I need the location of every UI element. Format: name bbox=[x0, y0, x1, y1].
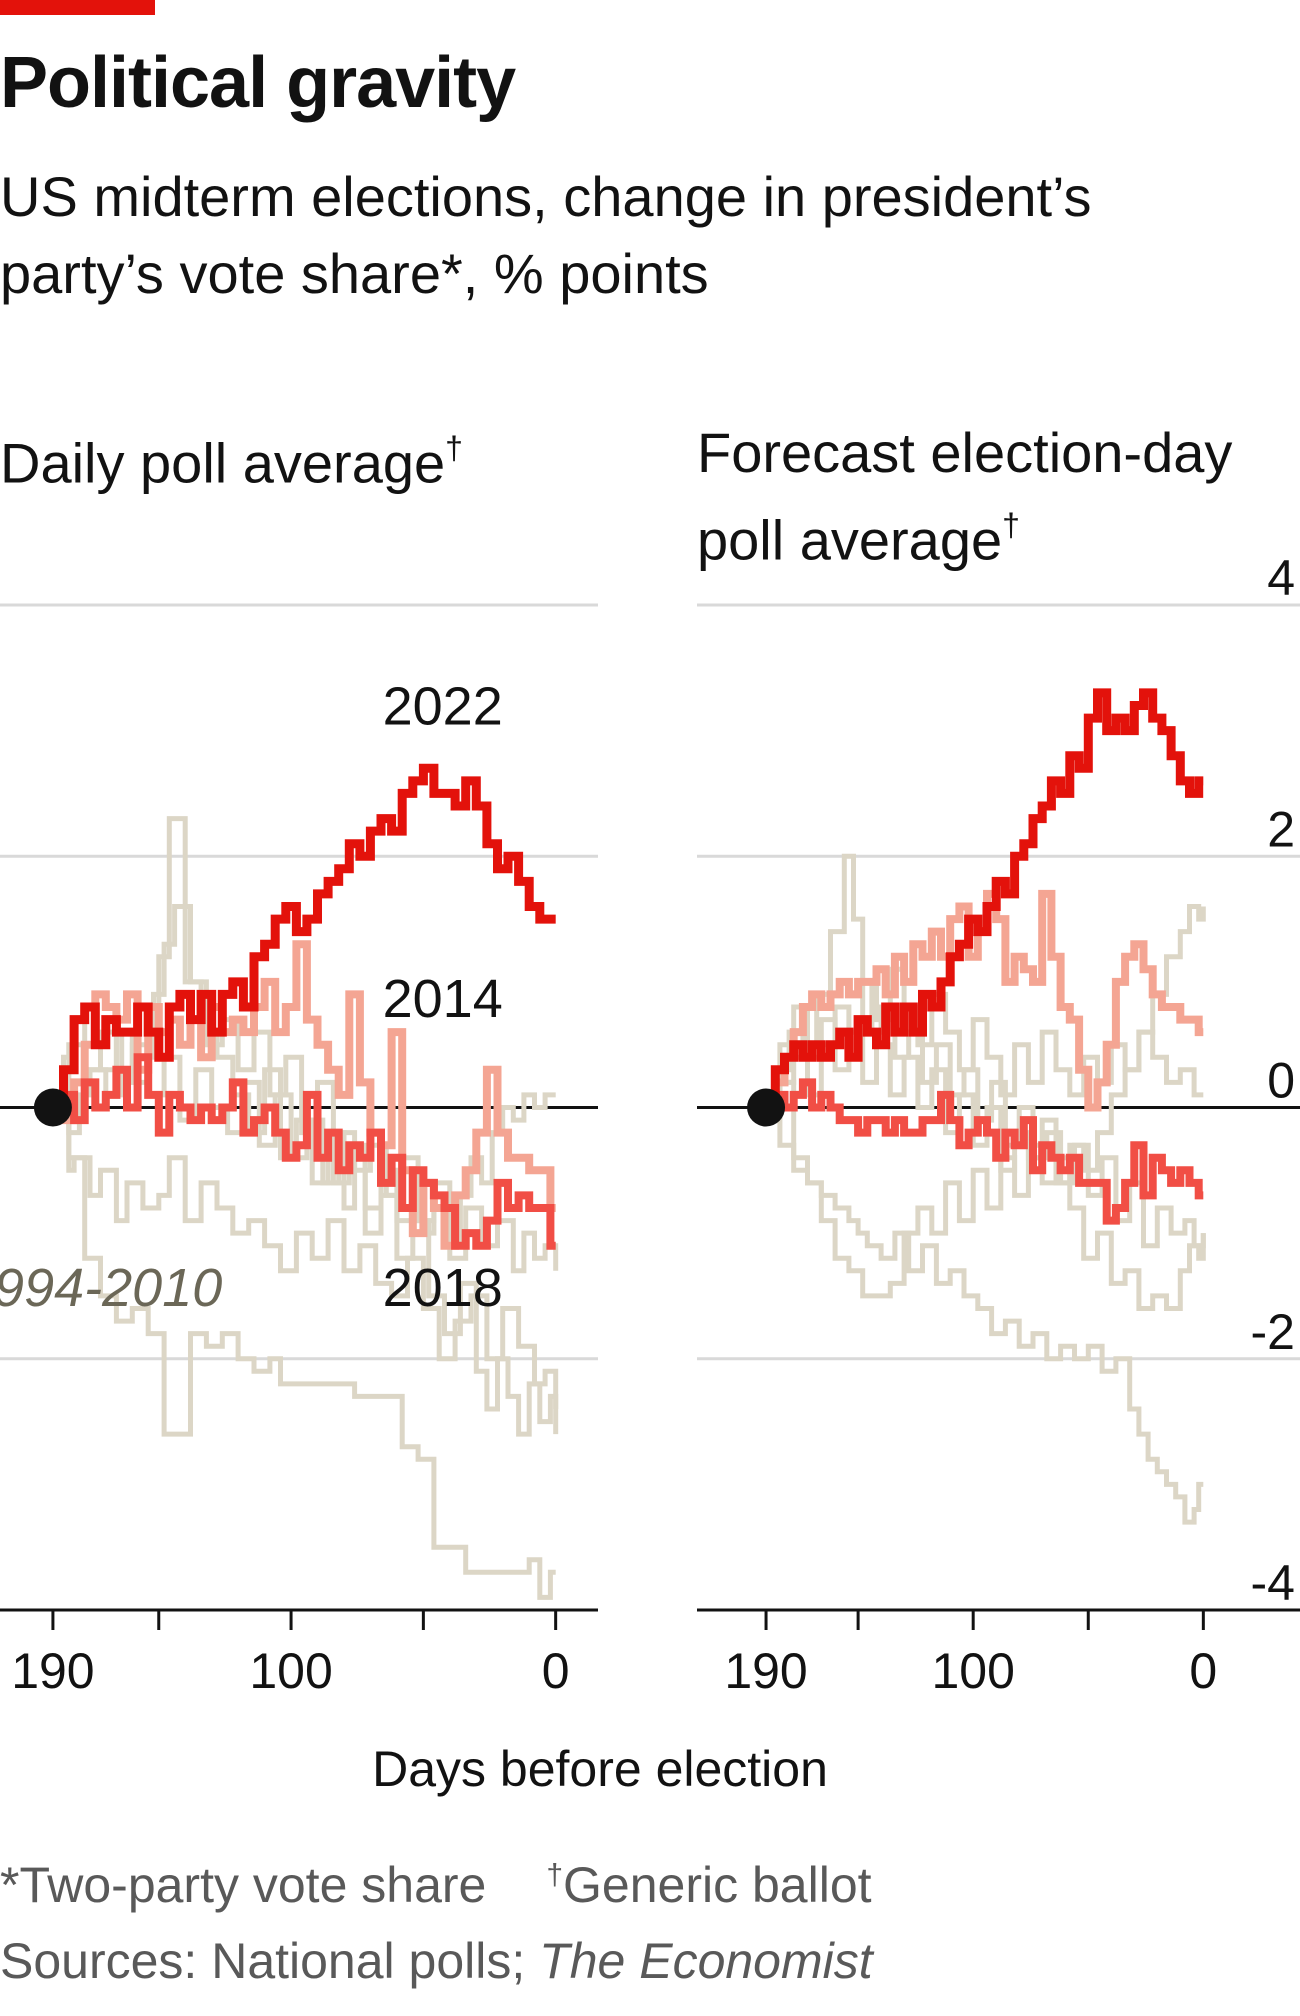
left-series-label-2022: 2022 bbox=[383, 676, 503, 736]
footnote: *Two-party vote share †Generic ballot bbox=[0, 1856, 872, 1914]
right-x-tick-label: 100 bbox=[931, 1643, 1014, 1699]
right-start-marker bbox=[747, 1088, 786, 1127]
accent-bar bbox=[0, 0, 155, 15]
left-series-label-2014: 2014 bbox=[383, 969, 503, 1029]
sources: Sources: National polls; The Economist bbox=[0, 1932, 873, 1990]
chart-subtitle: US midterm elections, change in presiden… bbox=[0, 165, 1092, 305]
left-series-line-history-0 bbox=[52, 1105, 559, 1409]
right-panel: 4 2 0 -2 -4 190 100 0 bbox=[697, 550, 1300, 1699]
footnote-vote-share-mark: * bbox=[0, 1857, 20, 1913]
right-panel-title-line1: Forecast election-day bbox=[697, 421, 1233, 484]
left-panel-title: Daily poll average† bbox=[0, 414, 463, 502]
right-series-line-history-2 bbox=[766, 1079, 1206, 1311]
footnote-vote-share: Two-party vote share bbox=[19, 1857, 487, 1913]
footnote-ballot: Generic ballot bbox=[563, 1857, 872, 1913]
right-series-line-history-4 bbox=[766, 966, 1204, 1110]
right-y-tick-label: 0 bbox=[1267, 1053, 1295, 1109]
left-panel: 190 100 0 2022 2014 2018 1994-2010 bbox=[0, 603, 598, 1699]
left-x-tick-label: 190 bbox=[11, 1643, 94, 1699]
right-y-tick-label: -2 bbox=[1251, 1304, 1295, 1360]
left-series-label-1994-2010: 1994-2010 bbox=[0, 1258, 222, 1318]
right-series-line-2022 bbox=[766, 688, 1204, 1112]
left-series-line-history-2 bbox=[52, 1105, 556, 1600]
left-panel-title-mark: † bbox=[445, 430, 463, 466]
chart-svg: 19010002022201420181994-2010 420-2-41901… bbox=[0, 550, 1300, 1797]
sources-prefix: Sources: National polls; bbox=[0, 1933, 540, 1989]
right-y-tick-label: 2 bbox=[1267, 801, 1295, 857]
right-panel-title: Forecast election-day poll average† bbox=[697, 414, 1232, 579]
sources-publication: The Economist bbox=[539, 1933, 873, 1989]
right-y-tick-label: 4 bbox=[1267, 550, 1295, 606]
right-panel-title-line2: poll average bbox=[697, 508, 1003, 572]
left-series-line-2018 bbox=[52, 1053, 556, 1250]
right-series-line-2018 bbox=[766, 1078, 1204, 1225]
left-start-marker bbox=[33, 1088, 72, 1127]
right-panel-title-mark: † bbox=[1002, 507, 1020, 543]
right-x-tick-label: 0 bbox=[1189, 1643, 1217, 1699]
right-series-line-history-0 bbox=[766, 1105, 1204, 1525]
left-series-label-2018: 2018 bbox=[383, 1258, 503, 1318]
chart-title: Political gravity bbox=[0, 43, 516, 123]
right-x-tick-label: 190 bbox=[724, 1643, 807, 1699]
left-panel-title-text: Daily poll average bbox=[0, 431, 446, 495]
left-x-tick-label: 0 bbox=[542, 1643, 570, 1699]
x-axis-label: Days before election bbox=[372, 1741, 828, 1797]
footnote-ballot-mark: † bbox=[546, 1858, 564, 1892]
right-y-tick-label: -4 bbox=[1251, 1555, 1295, 1611]
left-series-line-2022 bbox=[52, 763, 556, 1112]
left-x-tick-label: 100 bbox=[249, 1643, 332, 1699]
